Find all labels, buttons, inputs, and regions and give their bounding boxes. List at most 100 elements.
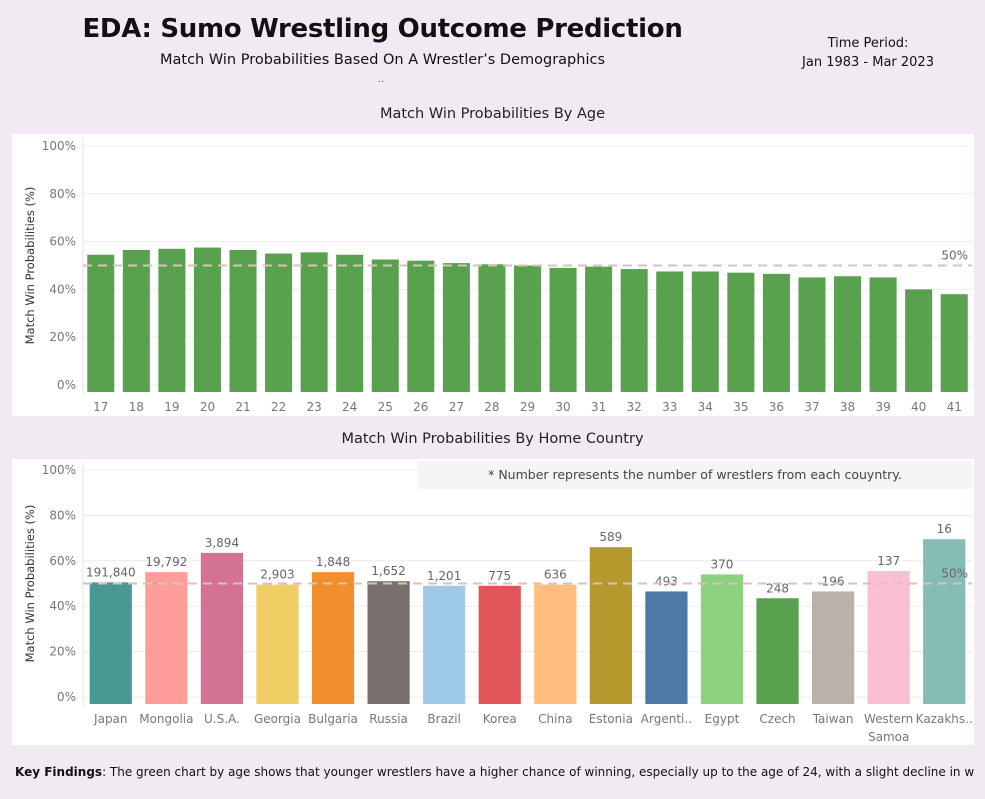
age-chart-panel: 0% 20% 40% 60% 80% 100% Match Win Probabilitie… xyxy=(12,134,974,416)
country-x-tick: Georgia xyxy=(254,712,301,726)
country-bar xyxy=(423,585,466,704)
country-data-label: 589 xyxy=(599,530,622,544)
age-x-tick: 31 xyxy=(591,400,606,414)
country-y-tick: 40% xyxy=(49,599,76,613)
age-bar xyxy=(371,259,399,392)
country-bar xyxy=(700,574,744,704)
country-data-label: 2,903 xyxy=(260,568,294,582)
age-y-tick: 20% xyxy=(49,330,76,344)
age-x-tick: 27 xyxy=(449,400,464,414)
country-x-tick: Japan xyxy=(93,712,127,726)
age-bar xyxy=(442,263,470,392)
age-x-tick: 40 xyxy=(911,400,926,414)
age-bar xyxy=(762,273,790,392)
country-bar xyxy=(89,582,132,704)
age-bar xyxy=(834,276,862,392)
age-bar xyxy=(478,264,506,392)
age-bar xyxy=(87,254,115,392)
country-x-tick: Kazakhs.. xyxy=(916,712,973,726)
country-x-tick: Korea xyxy=(483,712,517,726)
age-x-tick: 38 xyxy=(840,400,855,414)
age-bar xyxy=(798,277,826,392)
dashboard-subtitle: Match Win Probabilities Based On A Wrest… xyxy=(160,52,605,68)
country-x-tick: Brazil xyxy=(427,712,461,726)
country-y-tick: 0% xyxy=(57,690,76,704)
age-x-tick: 33 xyxy=(662,400,677,414)
age-bar xyxy=(869,277,897,392)
country-bar xyxy=(923,539,966,704)
country-bar xyxy=(367,581,410,704)
age-x-tick: 37 xyxy=(804,400,819,414)
age-x-tick: 24 xyxy=(342,400,357,414)
country-x-tick: Taiwan xyxy=(812,712,854,726)
country-bar xyxy=(200,552,244,704)
age-y-tick: 100% xyxy=(42,139,76,153)
age-x-tick: 25 xyxy=(378,400,393,414)
country-chart-title: Match Win Probabilities By Home Country xyxy=(341,431,644,447)
country-x-tick: Estonia xyxy=(589,712,633,726)
age-y-tick: 60% xyxy=(49,235,76,249)
age-x-tick: 36 xyxy=(769,400,784,414)
dashboard-title: EDA: Sumo Wrestling Outcome Prediction xyxy=(82,14,683,44)
country-data-label: 1,201 xyxy=(427,569,461,583)
key-findings-text: : The green chart by age shows that youn… xyxy=(102,765,975,779)
country-y-label: Match Win Probabilities (%) xyxy=(23,505,37,663)
country-data-label: 1,652 xyxy=(371,564,405,578)
country-bar xyxy=(589,547,632,704)
country-data-label: 370 xyxy=(711,557,734,571)
country-data-label: 137 xyxy=(877,554,900,568)
country-data-label: 191,840 xyxy=(86,565,136,579)
age-x-tick: 20 xyxy=(200,400,215,414)
age-chart: 0% 20% 40% 60% 80% 100% Match Win Probabilitie… xyxy=(23,138,972,414)
country-x-tick: U.S.A. xyxy=(204,712,240,726)
time-period-value: Jan 1983 - Mar 2023 xyxy=(802,55,934,70)
country-y-tick: 60% xyxy=(49,554,76,568)
age-x-tick: 28 xyxy=(484,400,499,414)
country-x-tick: Czech xyxy=(759,712,795,726)
country-data-label: 196 xyxy=(822,574,845,588)
age-bar xyxy=(940,294,968,392)
age-bar xyxy=(300,252,328,392)
country-data-label: 16 xyxy=(937,522,952,536)
country-x-tick: Egypt xyxy=(705,712,740,726)
country-x-tick: Argenti.. xyxy=(641,712,692,726)
age-x-tick: 29 xyxy=(520,400,535,414)
age-x-tick: 32 xyxy=(627,400,642,414)
age-y-label: Match Win Probabilities (%) xyxy=(23,187,37,345)
age-bar xyxy=(691,271,719,392)
age-chart-title: Match Win Probabilities By Age xyxy=(379,106,606,122)
country-bar xyxy=(311,572,355,704)
country-data-label: 636 xyxy=(544,568,567,582)
country-bar xyxy=(811,591,855,704)
country-bar xyxy=(756,598,799,704)
age-bar xyxy=(229,249,257,392)
country-x-tick: Western xyxy=(864,712,913,726)
age-bar xyxy=(905,289,933,392)
age-x-tick: 34 xyxy=(698,400,713,414)
age-y-tick: 80% xyxy=(49,187,76,201)
time-period-label: Time Period: xyxy=(827,36,909,51)
age-bar xyxy=(727,272,755,392)
age-x-tick: 23 xyxy=(306,400,321,414)
age-bar xyxy=(122,249,150,392)
country-x-tick: China xyxy=(538,712,572,726)
age-x-tick: 26 xyxy=(413,400,428,414)
age-x-tick: 41 xyxy=(947,400,962,414)
country-data-label: 1,848 xyxy=(316,555,350,569)
age-bar xyxy=(549,267,577,392)
country-note: * Number represents the number of wrestl… xyxy=(418,461,972,489)
age-bar xyxy=(265,253,293,392)
age-x-tick: 21 xyxy=(235,400,250,414)
age-bar xyxy=(158,248,186,392)
country-data-label: 3,894 xyxy=(205,536,239,550)
country-chart-panel: 0% 20% 40% 60% 80% 100% Match Win Probabilitie… xyxy=(12,459,974,745)
country-x-tick: Samoa xyxy=(868,730,909,744)
country-data-label: 19,792 xyxy=(145,555,187,569)
age-x-tick: 35 xyxy=(733,400,748,414)
age-x-tick: 22 xyxy=(271,400,286,414)
country-y-tick: 20% xyxy=(49,645,76,659)
country-bar xyxy=(645,591,688,704)
country-bar xyxy=(145,572,188,704)
age-bar xyxy=(656,271,684,392)
country-data-label: 775 xyxy=(488,569,511,583)
